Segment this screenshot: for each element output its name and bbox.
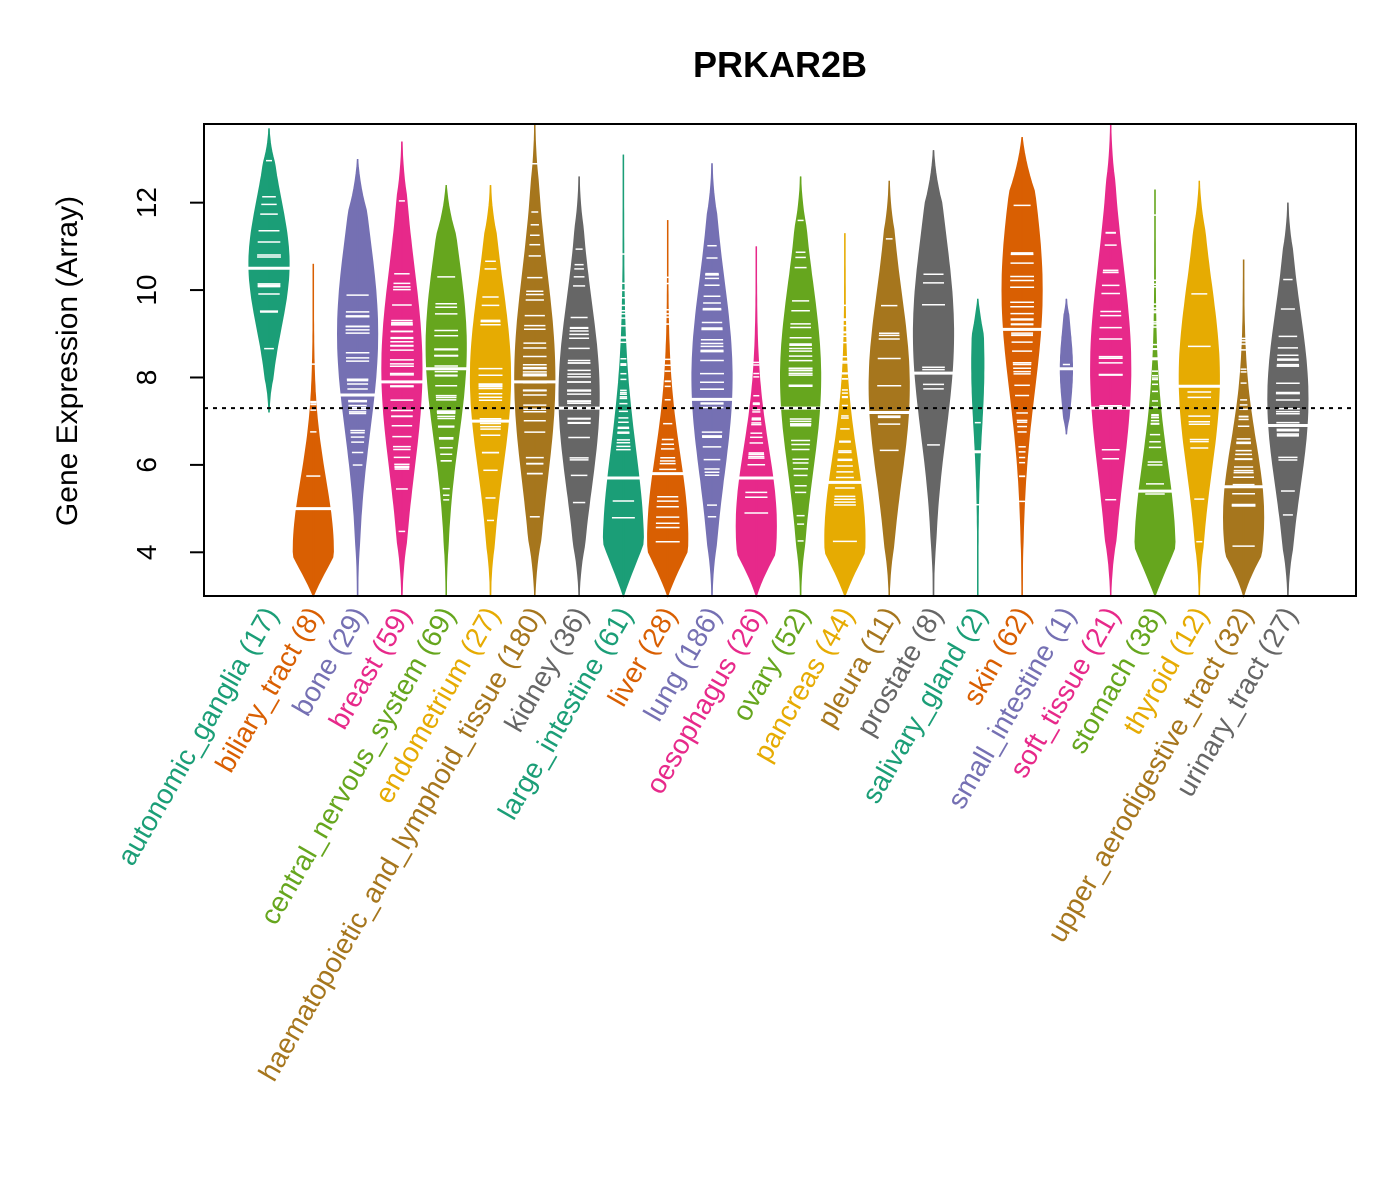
violin-central_nervous_system xyxy=(424,185,468,597)
violin-stomach xyxy=(1134,189,1176,598)
violin-breast xyxy=(380,141,424,597)
plot-frame xyxy=(203,123,1357,597)
x-axis-category-labels: autonomic_ganglia (17)biliary_tract (8)b… xyxy=(111,602,1303,1087)
violin-lung xyxy=(690,163,734,597)
violin-kidney xyxy=(557,176,601,597)
violin-bone xyxy=(336,158,379,597)
y-axis: 4 6 8 10 12 xyxy=(131,187,204,560)
violin-haematopoietic_and_lymphoid_tissue xyxy=(512,123,557,597)
violin-upper_aerodigestive_tract xyxy=(1222,259,1265,599)
violin-layer xyxy=(247,123,1310,599)
chart-title: PRKAR2B xyxy=(693,44,867,85)
violin-prostate xyxy=(912,150,955,597)
y-tick-label: 8 xyxy=(131,370,162,386)
violin-oesophagus xyxy=(735,246,777,598)
violin-soft_tissue xyxy=(1090,123,1132,597)
violin-skin xyxy=(1001,137,1043,596)
violin-endometrium xyxy=(469,185,512,597)
y-axis-label: Gene Expression (Array) xyxy=(51,196,84,526)
violin-urinary_tract xyxy=(1266,202,1310,597)
y-tick-label: 6 xyxy=(131,457,162,473)
violin-pleura xyxy=(867,180,911,597)
violin-biliary_tract xyxy=(292,263,334,598)
violin-liver xyxy=(647,220,689,598)
violin-salivary_gland xyxy=(971,298,985,596)
violin-large_intestine xyxy=(602,154,644,598)
violin-thyroid xyxy=(1177,180,1222,597)
violin-ovary xyxy=(779,176,822,597)
violin-small_intestine xyxy=(1058,298,1075,435)
y-tick-label: 4 xyxy=(131,545,162,561)
violin-pancreas xyxy=(824,233,866,598)
violin-autonomic_ganglia xyxy=(247,128,291,413)
y-tick-label: 10 xyxy=(131,274,162,305)
y-tick-label: 12 xyxy=(131,187,162,218)
